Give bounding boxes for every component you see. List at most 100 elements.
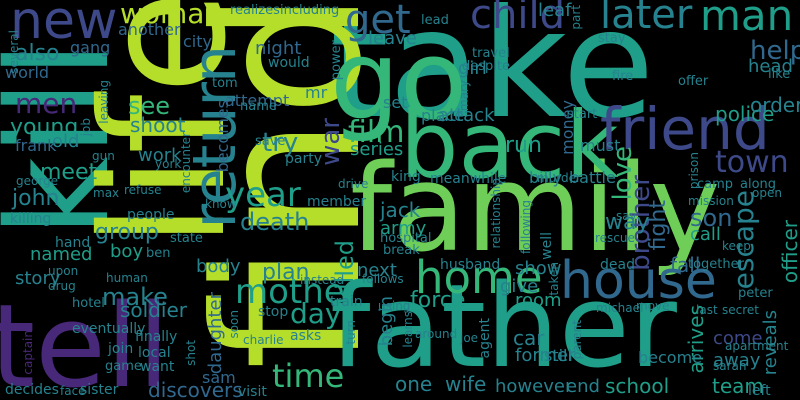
word-former: former — [515, 345, 576, 366]
word-around: around — [415, 327, 458, 341]
word-town: town — [715, 145, 789, 180]
word-start: start — [567, 107, 598, 122]
word-move: move — [636, 299, 670, 313]
word-stay: stay — [598, 31, 626, 46]
word-named: named — [30, 244, 93, 265]
word-instead: instead — [300, 273, 345, 287]
word-learns: learns — [401, 311, 415, 348]
word-old: old — [52, 131, 80, 152]
word-camp: camp — [697, 177, 734, 192]
word-game: game — [105, 359, 142, 374]
word-king: king — [391, 169, 421, 185]
word-see: see — [128, 92, 171, 120]
word-way: way — [605, 210, 650, 235]
word-taken: taken — [547, 262, 561, 296]
word-shot: shot — [184, 340, 198, 366]
word-next: next — [357, 260, 397, 281]
word-well: well — [539, 232, 555, 260]
word-turn: turn — [344, 320, 358, 345]
word-want: want — [140, 359, 175, 375]
word-story: story — [15, 268, 61, 289]
word-york: york — [155, 157, 182, 171]
word-becomes: becomes — [213, 100, 232, 173]
word-george: george — [16, 174, 59, 188]
word-end: end — [566, 376, 600, 397]
word-school: school — [605, 374, 670, 398]
word-joe: joe — [460, 331, 479, 345]
word-man: man — [700, 0, 794, 40]
word-eventually: eventually — [72, 321, 146, 337]
word-work: work — [138, 145, 182, 166]
word-encounter: encounter — [179, 132, 193, 194]
word-save: save — [255, 134, 286, 149]
word-night: night — [255, 38, 302, 59]
word-along: along — [740, 177, 777, 192]
word-left: left — [748, 383, 771, 399]
word-father: father — [330, 260, 677, 394]
word-human: human — [106, 271, 148, 285]
word-run: run — [505, 133, 542, 158]
word-new: new — [10, 0, 118, 51]
word-son: son — [690, 204, 733, 232]
word-go: go — [330, 16, 468, 144]
word-give: give — [500, 276, 539, 297]
word-another: another — [118, 20, 181, 39]
word-john: john — [12, 186, 60, 211]
word-upon: upon — [48, 264, 79, 278]
word-show: show — [515, 258, 562, 279]
word-following: following — [519, 200, 533, 254]
word-visit: visit — [238, 384, 267, 400]
word-police: police — [715, 102, 775, 126]
word-dead: dead — [600, 257, 635, 273]
word-house: house — [560, 251, 717, 311]
word-using: using — [378, 299, 411, 313]
word-tell: tell — [0, 280, 170, 400]
word-relationship: relationship — [489, 178, 503, 249]
word-boy: boy — [110, 241, 144, 262]
word-must: must — [580, 136, 621, 155]
word-fall: fall — [670, 253, 701, 277]
word-death: death — [240, 208, 310, 236]
word-daughter: daughter — [205, 292, 226, 375]
word-party: party — [285, 151, 322, 167]
word-follows: follows — [362, 272, 404, 286]
word-local: local — [138, 345, 171, 361]
word-later: later — [600, 0, 693, 38]
word-team: team — [712, 374, 764, 398]
word-away: away — [713, 350, 761, 371]
word-together: together — [688, 257, 744, 272]
word-day: day — [290, 297, 342, 330]
word-michael: michael — [596, 301, 644, 315]
word-hand: hand — [55, 235, 91, 251]
word-battle: battle — [569, 168, 616, 187]
word-make: make — [102, 283, 168, 311]
word-film: film — [348, 115, 405, 150]
word-girl: girl — [458, 58, 487, 79]
word-time: time — [272, 357, 345, 395]
word-meet: meet — [40, 160, 98, 185]
word-head: head — [748, 56, 793, 77]
word-peter: peter — [738, 286, 773, 301]
word-still: still — [544, 346, 572, 365]
word-despite: despite — [462, 59, 510, 74]
word-including: including — [280, 3, 340, 18]
word-series: series — [350, 139, 404, 160]
word-order: order — [750, 93, 800, 117]
word-name: name — [240, 99, 277, 114]
word-young: young — [10, 115, 79, 140]
word-fire: fire — [612, 69, 634, 84]
word-gun: gun — [92, 149, 115, 163]
word-mr: mr — [305, 83, 328, 102]
word-would: would — [268, 55, 310, 71]
word-get: get — [345, 0, 411, 43]
word-part: part — [569, 5, 583, 30]
word-hospital: hospital — [380, 231, 432, 246]
word-world: world — [5, 63, 50, 82]
word-join: join — [108, 341, 134, 357]
word-body: body — [196, 256, 241, 277]
word-woman: woman — [120, 0, 223, 30]
word-member: member — [307, 194, 367, 210]
word-drug: drug — [48, 279, 76, 293]
word-know: know — [205, 197, 237, 211]
word-soldier: soldier — [120, 298, 187, 322]
